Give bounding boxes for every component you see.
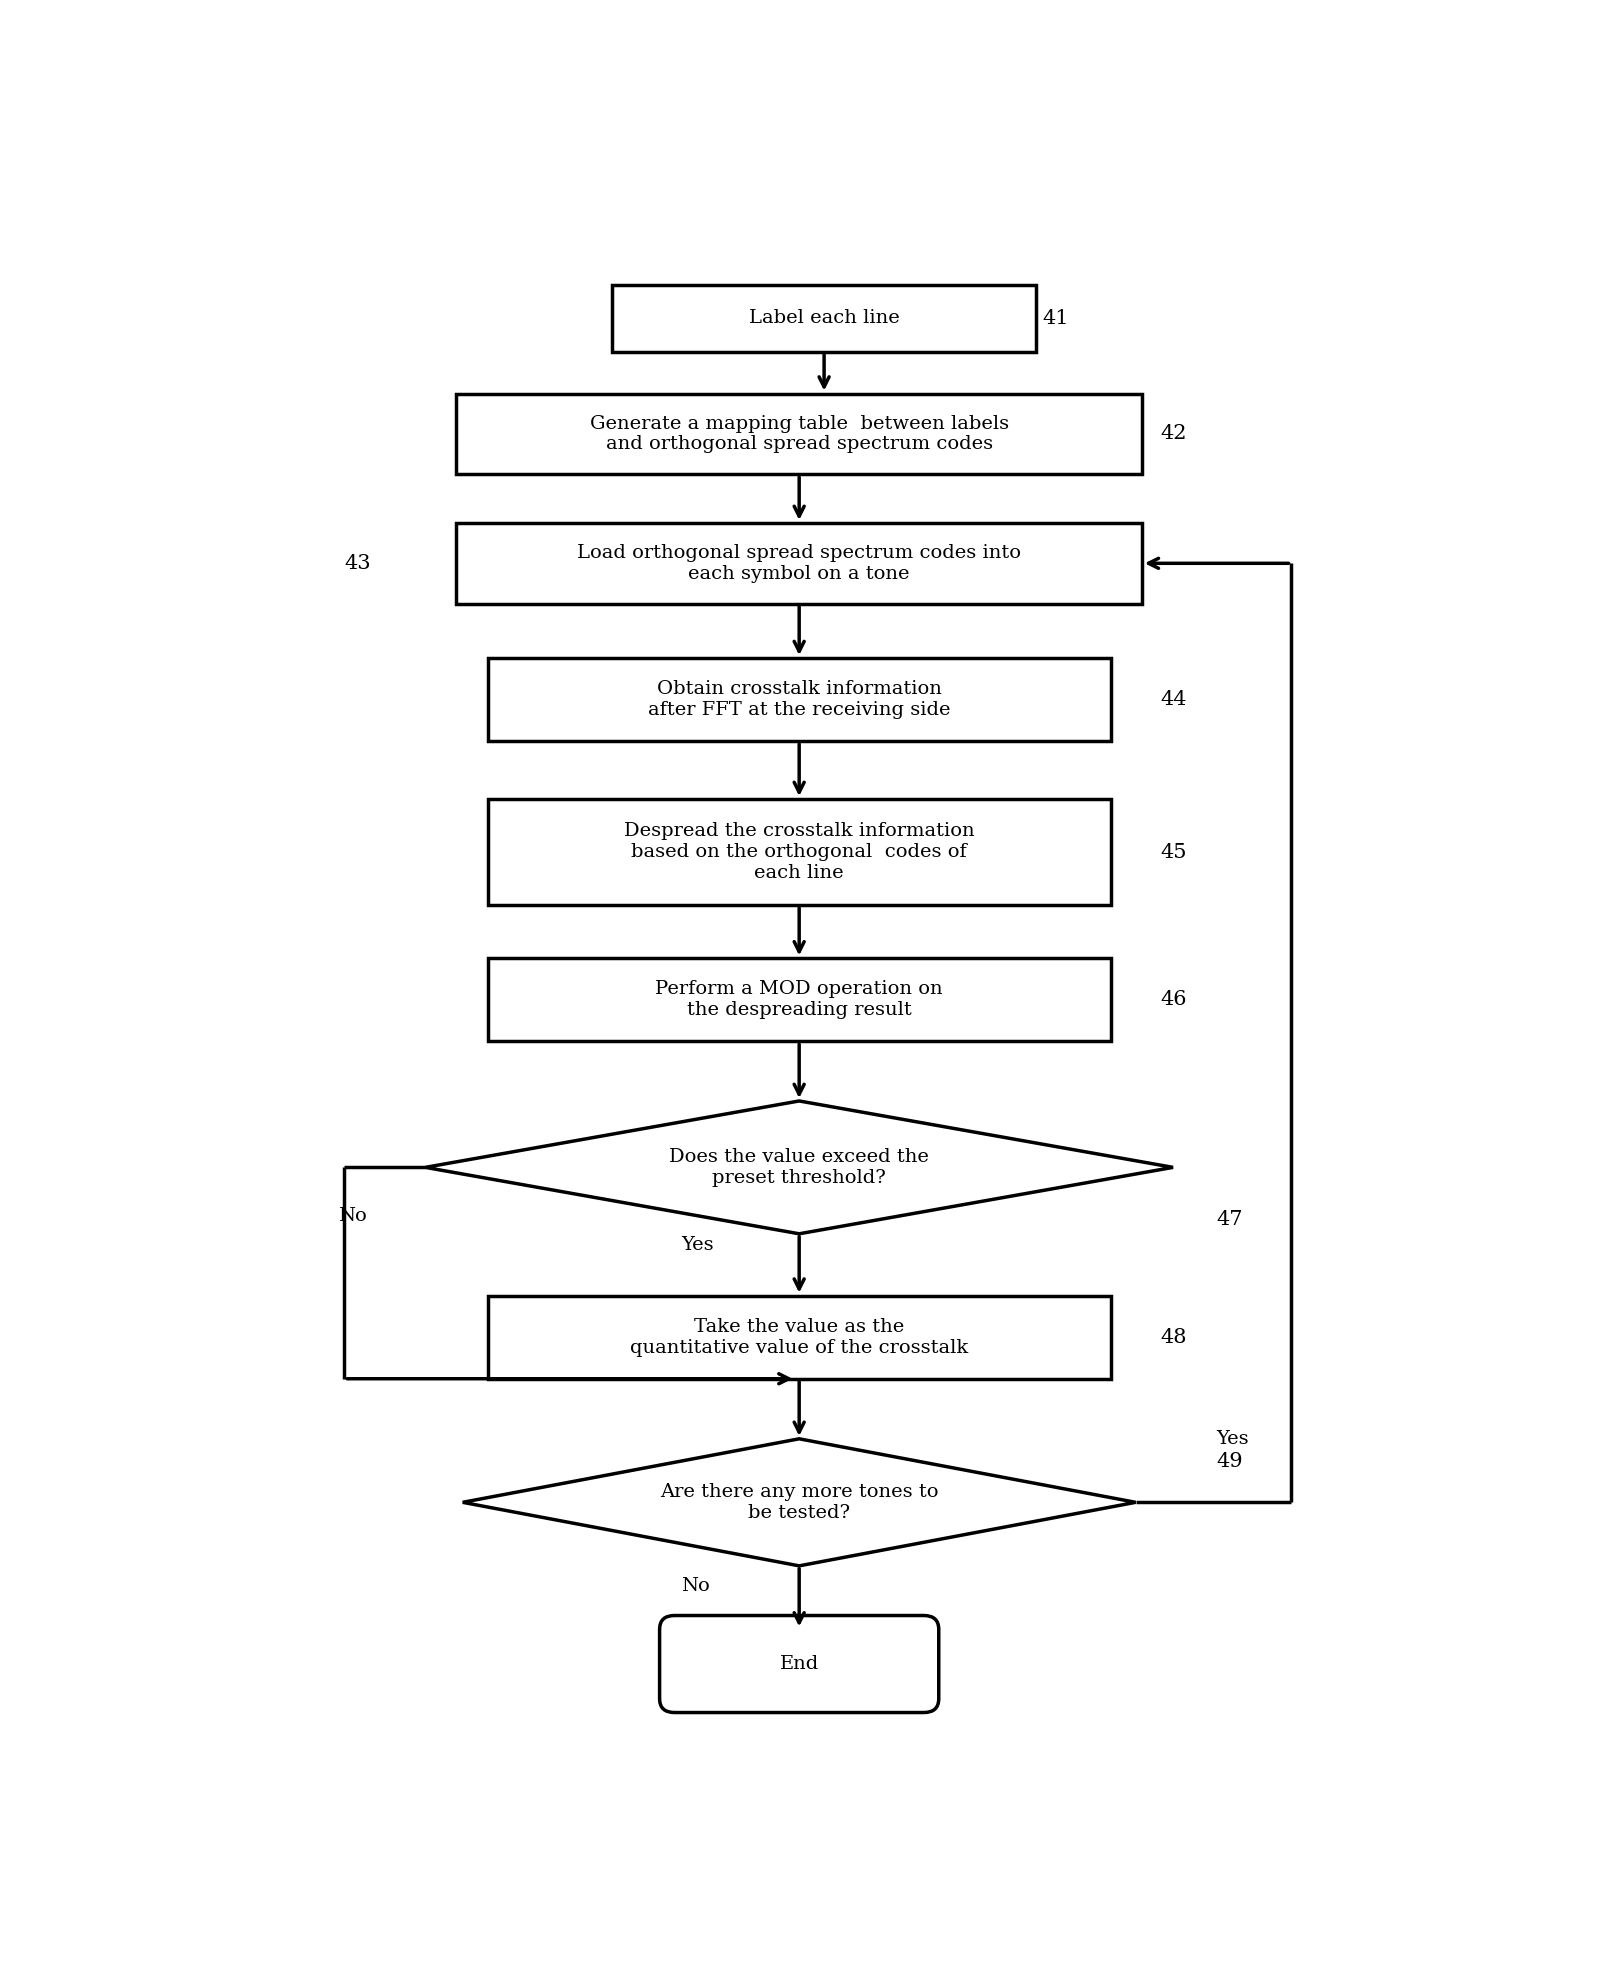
FancyBboxPatch shape xyxy=(487,958,1110,1041)
Text: 42: 42 xyxy=(1160,424,1186,444)
Text: Generate a mapping table  between labels
and orthogonal spread spectrum codes: Generate a mapping table between labels … xyxy=(590,414,1008,453)
Text: Perform a MOD operation on
the despreading result: Perform a MOD operation on the despreadi… xyxy=(656,980,942,1020)
FancyBboxPatch shape xyxy=(612,285,1035,352)
Polygon shape xyxy=(424,1101,1173,1234)
Text: Yes: Yes xyxy=(1216,1430,1249,1447)
Text: 41: 41 xyxy=(1041,309,1069,329)
Text: Label each line: Label each line xyxy=(749,309,898,327)
FancyBboxPatch shape xyxy=(456,394,1141,475)
Text: Are there any more tones to
be tested?: Are there any more tones to be tested? xyxy=(659,1483,938,1523)
Text: 44: 44 xyxy=(1160,691,1186,709)
Text: 43: 43 xyxy=(344,554,371,572)
Text: Does the value exceed the
preset threshold?: Does the value exceed the preset thresho… xyxy=(669,1148,929,1186)
Text: Yes: Yes xyxy=(680,1236,714,1253)
Text: 46: 46 xyxy=(1160,990,1186,1010)
Text: End: End xyxy=(779,1655,818,1673)
FancyBboxPatch shape xyxy=(456,523,1141,604)
Text: No: No xyxy=(337,1208,366,1226)
Text: 48: 48 xyxy=(1160,1329,1186,1346)
Text: Take the value as the
quantitative value of the crosstalk: Take the value as the quantitative value… xyxy=(630,1319,967,1356)
Text: No: No xyxy=(680,1578,709,1596)
Polygon shape xyxy=(463,1439,1135,1566)
Text: Despread the crosstalk information
based on the orthogonal  codes of
each line: Despread the crosstalk information based… xyxy=(624,822,974,881)
Text: Obtain crosstalk information
after FFT at the receiving side: Obtain crosstalk information after FFT a… xyxy=(648,681,950,719)
Text: 49: 49 xyxy=(1216,1453,1242,1471)
Text: 45: 45 xyxy=(1160,843,1186,861)
FancyBboxPatch shape xyxy=(659,1616,938,1713)
Text: Load orthogonal spread spectrum codes into
each symbol on a tone: Load orthogonal spread spectrum codes in… xyxy=(577,544,1020,582)
FancyBboxPatch shape xyxy=(487,1295,1110,1378)
FancyBboxPatch shape xyxy=(487,657,1110,741)
FancyBboxPatch shape xyxy=(487,800,1110,905)
Text: 47: 47 xyxy=(1216,1210,1242,1230)
